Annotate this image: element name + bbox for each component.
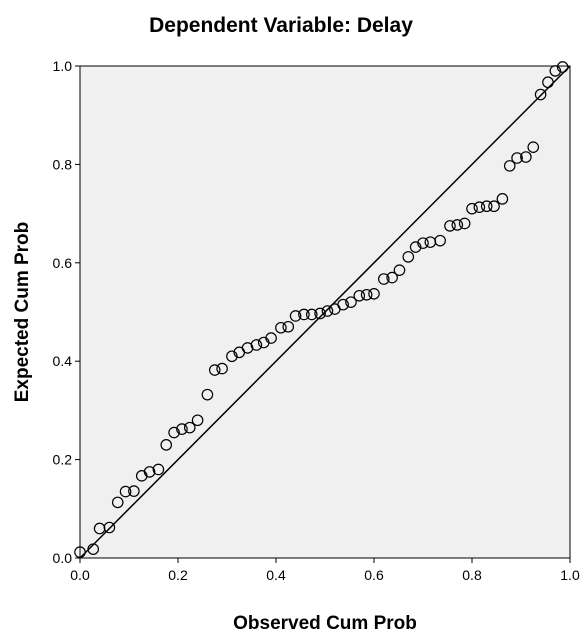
- data-point: [298, 308, 310, 321]
- data-point: [451, 219, 464, 231]
- data-point: [377, 273, 390, 285]
- data-point: [152, 463, 165, 476]
- y-tick-label: 0.8: [53, 156, 73, 172]
- data-point: [160, 439, 173, 451]
- data-point: [143, 466, 156, 478]
- data-point: [542, 76, 554, 89]
- x-tick-label: 0.4: [266, 567, 286, 583]
- data-point: [74, 546, 86, 558]
- data-point: [305, 308, 318, 321]
- data-point: [191, 414, 204, 427]
- x-tick-label: 0.6: [364, 567, 384, 583]
- data-point: [534, 88, 547, 101]
- x-tick-label: 0.2: [168, 567, 188, 583]
- y-tick-label: 0.2: [53, 452, 73, 468]
- x-tick-label: 0.0: [70, 567, 90, 583]
- data-point: [496, 193, 509, 205]
- y-tick-label: 1.0: [53, 58, 73, 74]
- x-axis-label: Observed Cum Prob: [233, 613, 417, 634]
- chart-title: Dependent Variable: Delay: [149, 14, 413, 37]
- data-point: [216, 362, 228, 375]
- data-point: [250, 339, 263, 351]
- data-point: [417, 237, 429, 249]
- data-point: [337, 298, 349, 311]
- data-point: [345, 296, 357, 308]
- data-point: [168, 426, 180, 439]
- data-point: [183, 421, 196, 434]
- y-tick-label: 0.4: [53, 353, 73, 369]
- data-point: [520, 151, 532, 163]
- x-tick-label: 1.0: [560, 567, 580, 583]
- data-point: [386, 271, 398, 284]
- data-point: [265, 332, 277, 344]
- data-point: [458, 217, 471, 230]
- data-point: [444, 220, 456, 232]
- data-points: [74, 61, 569, 558]
- data-point: [402, 251, 415, 263]
- x-tick-label: 0.8: [462, 567, 482, 583]
- y-tick-label: 0.0: [53, 550, 73, 566]
- data-point: [480, 200, 493, 213]
- data-point: [368, 287, 380, 300]
- data-point: [87, 543, 100, 555]
- data-point: [353, 289, 366, 302]
- data-point: [226, 350, 238, 363]
- data-point: [556, 61, 569, 73]
- data-point: [128, 485, 140, 497]
- data-point: [289, 310, 302, 322]
- data-point: [201, 388, 214, 401]
- x-axis-ticks: 0.0 0.2 0.4 0.6 0.8 1.0: [70, 558, 580, 583]
- data-point: [527, 141, 540, 153]
- y-axis-ticks: 0.0 0.2 0.4 0.6 0.8 1.0: [53, 58, 80, 566]
- y-tick-label: 0.6: [53, 255, 73, 271]
- data-point: [466, 202, 478, 215]
- data-point: [321, 305, 334, 317]
- data-point: [511, 152, 523, 164]
- data-point: [360, 288, 373, 301]
- data-point: [314, 307, 326, 320]
- data-point: [111, 496, 124, 509]
- data-point: [393, 264, 406, 276]
- data-point: [282, 320, 295, 333]
- data-point: [434, 234, 446, 247]
- y-axis-label: Expected Cum Prob: [12, 222, 33, 403]
- data-point: [176, 423, 188, 435]
- data-point: [409, 241, 422, 253]
- data-point: [473, 201, 486, 214]
- data-point: [103, 521, 116, 534]
- data-point: [119, 485, 132, 498]
- data-point: [275, 321, 287, 334]
- data-point: [208, 364, 221, 376]
- data-point: [488, 200, 500, 213]
- data-point: [503, 160, 516, 172]
- data-point: [549, 65, 562, 77]
